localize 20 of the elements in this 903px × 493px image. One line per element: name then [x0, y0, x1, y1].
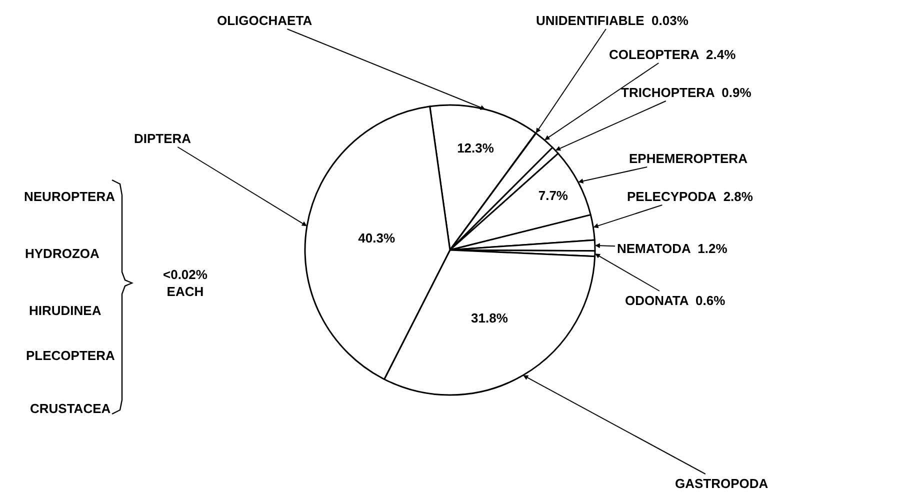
text: CRUSTACEA	[30, 401, 112, 416]
text: <0.02% EACH	[163, 267, 208, 299]
data-label: 40.3%	[358, 230, 396, 246]
text: HYDROZOA	[25, 246, 100, 261]
data-label: 7.7%	[538, 188, 568, 203]
text: PLECOPTERA	[26, 348, 116, 363]
slice-label: GASTROPODA	[675, 476, 769, 491]
slice-label: DIPTERA	[134, 131, 192, 146]
legend-label: NEMATODA 1.2%	[617, 241, 728, 256]
slice-label: TRICHOPTERA 0.9%	[621, 85, 752, 100]
slice-label: PELECYPODA 2.8%	[627, 189, 754, 204]
slice-label: COLEOPTERA 2.4%	[609, 47, 736, 62]
slice-label: UNIDENTIFIABLE 0.03%	[536, 13, 689, 28]
slice-label: OLIGOCHAETA	[217, 13, 313, 28]
text: HIRUDINEA	[29, 303, 102, 318]
data-label: 12.3%	[457, 140, 494, 156]
slice-label: ODONATA 0.6%	[625, 293, 726, 308]
data-label: 31.8%	[471, 310, 508, 326]
text: NEUROPTERA	[24, 189, 116, 204]
slice-label: EPHEMEROPTERA	[629, 151, 748, 166]
